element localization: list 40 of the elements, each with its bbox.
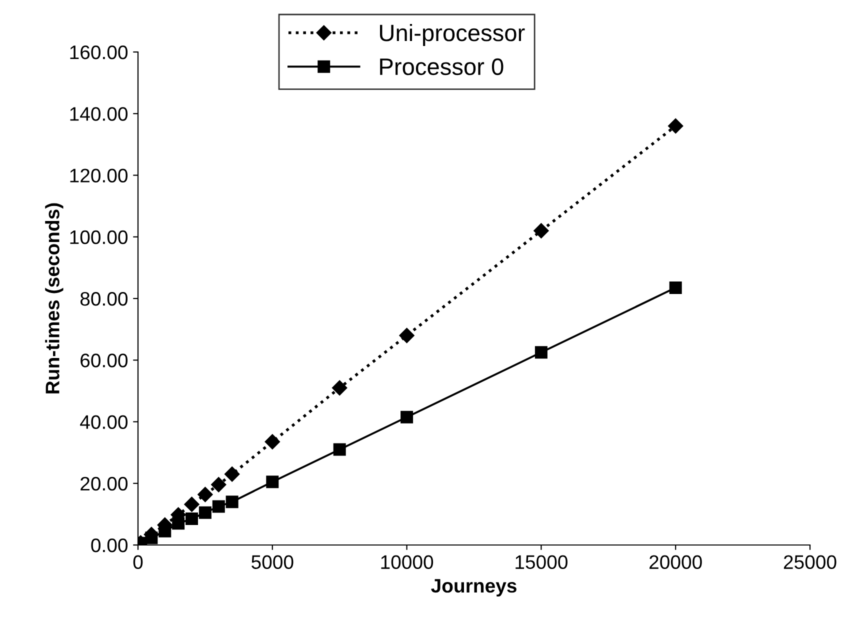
point bbox=[186, 512, 198, 526]
x-tick-label: 15000 bbox=[516, 555, 568, 570]
point bbox=[211, 477, 226, 492]
point bbox=[399, 328, 414, 344]
point bbox=[534, 346, 548, 359]
y-tick-label: 100.00 bbox=[70, 230, 128, 244]
y-tick-label: 80.00 bbox=[80, 292, 128, 306]
x-axis-title: Journeys bbox=[431, 579, 516, 597]
point bbox=[266, 476, 279, 488]
x-tick-label: 5000 bbox=[252, 555, 294, 570]
point bbox=[264, 434, 280, 450]
point bbox=[669, 281, 682, 294]
y-tick-label: 40.00 bbox=[80, 415, 128, 429]
point bbox=[226, 496, 238, 508]
point bbox=[534, 223, 549, 238]
point bbox=[198, 506, 212, 519]
point bbox=[172, 517, 185, 530]
point bbox=[332, 380, 348, 396]
point bbox=[212, 500, 225, 513]
point bbox=[400, 410, 414, 424]
x-tick-label: 0 bbox=[133, 555, 143, 570]
legend-label: Uni-processor bbox=[380, 24, 525, 46]
point bbox=[158, 524, 172, 538]
y-tick-label: 60.00 bbox=[80, 354, 128, 368]
y-tick-label: 0.00 bbox=[91, 538, 128, 552]
point bbox=[668, 118, 684, 134]
y-tick-label: 20.00 bbox=[80, 476, 128, 491]
legend-label: Processor 0 bbox=[380, 58, 504, 76]
point bbox=[224, 466, 240, 482]
x-tick-label: 10000 bbox=[381, 555, 434, 570]
y-axis-title: Run-times (seconds) bbox=[45, 203, 64, 394]
x-tick-label: 25000 bbox=[784, 555, 836, 570]
y-tick-label: 140.00 bbox=[70, 107, 128, 121]
point bbox=[184, 496, 200, 512]
y-tick-label: 160.00 bbox=[70, 45, 128, 60]
point bbox=[333, 443, 346, 456]
y-tick-label: 120.00 bbox=[70, 168, 128, 182]
point bbox=[198, 486, 213, 502]
point bbox=[145, 532, 158, 544]
x-tick-label: 20000 bbox=[650, 555, 702, 570]
